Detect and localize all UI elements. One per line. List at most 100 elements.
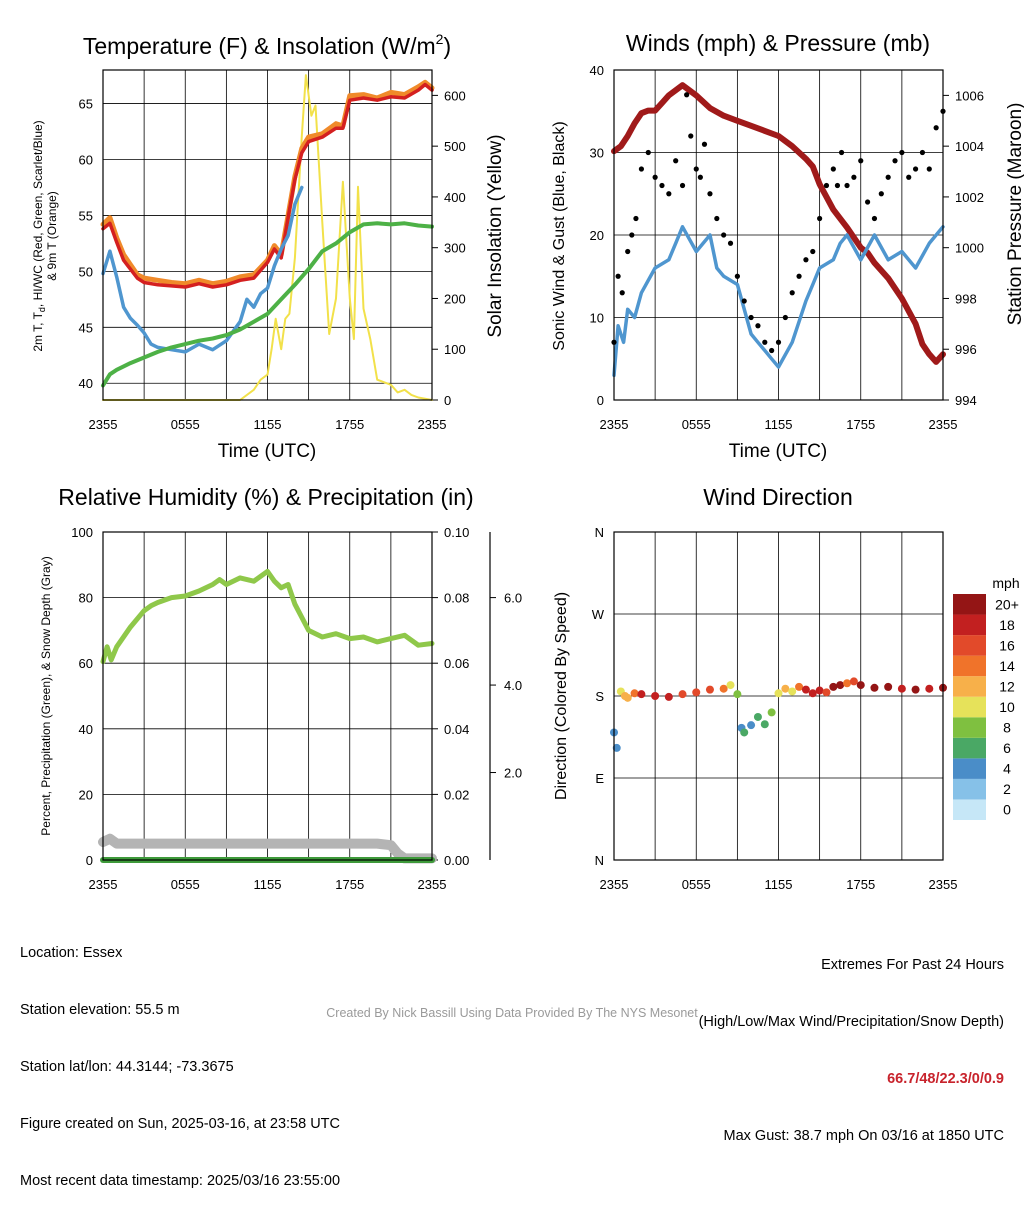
- y2-tick-label: 500: [444, 139, 466, 154]
- x-tick-label: 1155: [765, 417, 793, 432]
- dir-legend-title: mph: [992, 575, 1019, 591]
- x-tick-label: 2355: [418, 877, 447, 892]
- direction-point: [753, 712, 762, 721]
- direction-point: [637, 690, 646, 699]
- y2-tick-label: 0.06: [444, 656, 469, 671]
- x-tick-label: 2355: [418, 417, 447, 432]
- direction-point: [651, 692, 660, 700]
- extremes-title: Extremes For Past 24 Hours: [821, 957, 1004, 973]
- gust-point: [789, 290, 795, 296]
- y-tick-label: 0: [86, 853, 93, 868]
- direction-point: [760, 720, 769, 729]
- gust-point: [834, 182, 841, 189]
- elevation-line: Station elevation: 55.5 m: [20, 1002, 180, 1018]
- y2-tick-label: 1002: [955, 190, 984, 205]
- series-line-rh: [100, 568, 435, 665]
- y2-tick-label: 994: [955, 393, 977, 408]
- direction-point: [612, 743, 621, 752]
- gust-point: [727, 240, 734, 246]
- legend-label: 4: [1003, 761, 1011, 777]
- y-tick-label: 20: [79, 787, 93, 802]
- gust-point: [638, 166, 645, 172]
- legend-swatch: [953, 635, 986, 656]
- gust-point: [748, 314, 754, 321]
- y-tick-label: 60: [79, 152, 93, 167]
- y2-tick-label: 0.08: [444, 591, 469, 606]
- direction-point: [822, 688, 831, 697]
- gust-point: [892, 158, 898, 164]
- gust-point: [666, 191, 672, 197]
- y2-tick-label: 300: [444, 241, 466, 256]
- direction-point: [719, 684, 728, 693]
- gust-point: [714, 215, 720, 222]
- gust-point: [741, 298, 747, 304]
- legend-swatch: [953, 799, 986, 820]
- gust-point: [659, 182, 665, 189]
- y2-tick-label: 600: [444, 88, 466, 103]
- y2-tick-label: 100: [444, 342, 466, 357]
- legend-label: 6: [1003, 740, 1011, 756]
- max-gust-line: Max Gust: 38.7 mph On 03/16 at 1850 UTC: [723, 1128, 1004, 1144]
- gust-point: [926, 166, 932, 172]
- wind-xlabel: Time (UTC): [729, 441, 828, 462]
- plot-frame: [613, 531, 944, 861]
- direction-point: [870, 683, 879, 692]
- x-tick-label: 1755: [335, 417, 364, 432]
- y-tick-label: 40: [79, 722, 93, 737]
- y-tick-label: W: [592, 607, 605, 622]
- legend-label: 10: [999, 699, 1015, 715]
- x-tick-label: 1755: [846, 877, 875, 892]
- y-tick-label: 30: [590, 146, 604, 161]
- legend-swatch: [953, 594, 986, 615]
- series-line-9m-t: [100, 79, 435, 287]
- legend-swatch: [953, 758, 986, 779]
- x-tick-label: 0555: [171, 417, 200, 432]
- legend-label: 2: [1003, 781, 1011, 797]
- direction-point: [767, 708, 776, 717]
- gust-point: [838, 149, 845, 156]
- gust-point: [933, 125, 939, 131]
- rh-panel-title: Relative Humidity (%) & Precipitation (i…: [58, 484, 473, 510]
- x-tick-label: 0555: [171, 877, 200, 892]
- y-tick-label: 45: [79, 320, 93, 335]
- y-tick-label: 55: [79, 208, 93, 223]
- series-line-snow-depth: [98, 833, 437, 864]
- direction-point: [884, 682, 893, 691]
- legend-swatch: [953, 655, 986, 677]
- direction-point: [678, 690, 687, 699]
- wind-panel-title: Winds (mph) & Pressure (mb): [626, 30, 930, 56]
- legend-label: 20+: [995, 596, 1019, 612]
- y2-tick-label: 0.02: [444, 787, 469, 802]
- x-tick-label: 2355: [600, 417, 629, 432]
- direction-point: [836, 681, 845, 690]
- gust-point: [796, 273, 802, 279]
- direction-point: [815, 686, 824, 695]
- gust-point: [645, 149, 651, 156]
- legend-swatch: [953, 676, 986, 697]
- location-line: Location: Essex: [20, 945, 123, 961]
- temp-ylabel-left2: & 9m T (Orange): [45, 191, 59, 281]
- y-tick-label: 40: [79, 376, 93, 391]
- plot-frame: [613, 69, 944, 401]
- gust-point: [697, 174, 703, 180]
- direction-point: [781, 684, 790, 693]
- gust-point: [615, 273, 621, 279]
- dir-ylabel-left: Direction (Colored By Speed): [553, 592, 570, 800]
- direction-point: [623, 693, 632, 702]
- y-tick-label: 65: [79, 97, 93, 112]
- gust-point: [701, 141, 708, 147]
- y-tick-label: 40: [590, 63, 604, 78]
- gust-point: [734, 273, 740, 279]
- gust-point: [885, 174, 891, 180]
- direction-point: [630, 689, 639, 698]
- legend-swatch: [953, 737, 986, 759]
- gust-point: [865, 199, 871, 205]
- gust-point: [782, 314, 788, 321]
- gust-point: [817, 215, 823, 222]
- y-tick-label: 80: [79, 591, 93, 606]
- y3-tick-label: 4.0: [504, 678, 522, 693]
- y-tick-label: 100: [71, 525, 93, 540]
- y-tick-label: S: [595, 689, 604, 704]
- gust-point: [803, 257, 809, 263]
- credit-line: Created By Nick Bassill Using Data Provi…: [326, 1006, 698, 1020]
